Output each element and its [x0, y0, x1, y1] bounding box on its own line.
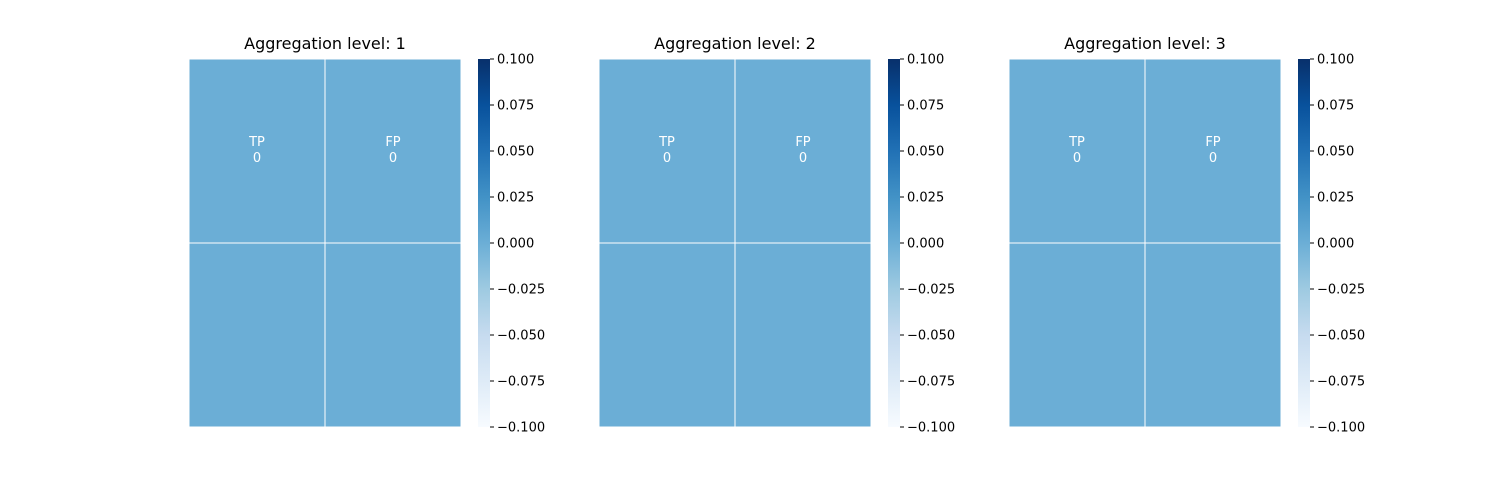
colorbar-tick-label: 0.000	[907, 237, 944, 252]
heatmap-panel-2: Aggregation level: 2TP0FP00.1000.0750.05…	[598, 34, 955, 436]
colorbar-tick-label: 0.100	[907, 53, 944, 68]
colorbar	[1298, 59, 1310, 427]
cell-value: 0	[389, 151, 397, 166]
heatmap-cell	[1144, 58, 1282, 244]
colorbar	[478, 59, 490, 427]
colorbar-tick-label: 0.025	[497, 191, 534, 206]
colorbar-tick-label: 0.075	[497, 99, 534, 114]
cell-label: FP	[795, 135, 810, 150]
heatmap-cell	[324, 242, 462, 428]
colorbar-tick-label: 0.000	[497, 237, 534, 252]
cell-value: 0	[253, 151, 261, 166]
heatmap-panel-3: Aggregation level: 3TP0FP00.1000.0750.05…	[1008, 34, 1365, 436]
colorbar-tick-label: 0.050	[1317, 145, 1354, 160]
colorbar-tick-label: 0.025	[907, 191, 944, 206]
heatmap-cell	[598, 242, 736, 428]
colorbar-tick-label: −0.100	[497, 421, 545, 436]
colorbar-tick-label: −0.025	[497, 283, 545, 298]
colorbar-tick-label: −0.100	[1317, 421, 1365, 436]
heatmap-cell	[188, 242, 326, 428]
colorbar-tick-label: −0.075	[1317, 375, 1365, 390]
colorbar-tick-label: −0.050	[497, 329, 545, 344]
cell-value: 0	[663, 151, 671, 166]
colorbar-tick-label: −0.075	[497, 375, 545, 390]
colorbar-tick-label: −0.075	[907, 375, 955, 390]
colorbar-tick-label: −0.100	[907, 421, 955, 436]
colorbar-tick-label: 0.075	[907, 99, 944, 114]
colorbar-tick-label: 0.050	[497, 145, 534, 160]
colorbar-tick-label: −0.050	[907, 329, 955, 344]
heatmap-cell	[1144, 242, 1282, 428]
chart-title: Aggregation level: 2	[654, 34, 816, 53]
colorbar-tick-label: −0.050	[1317, 329, 1365, 344]
heatmap-cell	[734, 242, 872, 428]
cell-label: FP	[1205, 135, 1220, 150]
chart-title: Aggregation level: 1	[244, 34, 406, 53]
cell-label: TP	[248, 135, 265, 150]
cell-value: 0	[1209, 151, 1217, 166]
colorbar-tick-label: −0.025	[1317, 283, 1365, 298]
chart-title: Aggregation level: 3	[1064, 34, 1226, 53]
cell-label: TP	[1068, 135, 1085, 150]
heatmap-cell	[1008, 242, 1146, 428]
cell-value: 0	[799, 151, 807, 166]
heatmap-cell	[188, 58, 326, 244]
colorbar-tick-label: 0.075	[1317, 99, 1354, 114]
colorbar-tick-label: 0.100	[497, 53, 534, 68]
heatmap-cell	[324, 58, 462, 244]
cell-label: FP	[385, 135, 400, 150]
colorbar-tick-label: −0.025	[907, 283, 955, 298]
colorbar	[888, 59, 900, 427]
heatmap-panel-1: Aggregation level: 1TP0FP00.1000.0750.05…	[188, 34, 545, 436]
cell-label: TP	[658, 135, 675, 150]
colorbar-tick-label: 0.100	[1317, 53, 1354, 68]
colorbar-tick-label: 0.025	[1317, 191, 1354, 206]
colorbar-tick-label: 0.050	[907, 145, 944, 160]
cell-value: 0	[1073, 151, 1081, 166]
colorbar-tick-label: 0.000	[1317, 237, 1354, 252]
